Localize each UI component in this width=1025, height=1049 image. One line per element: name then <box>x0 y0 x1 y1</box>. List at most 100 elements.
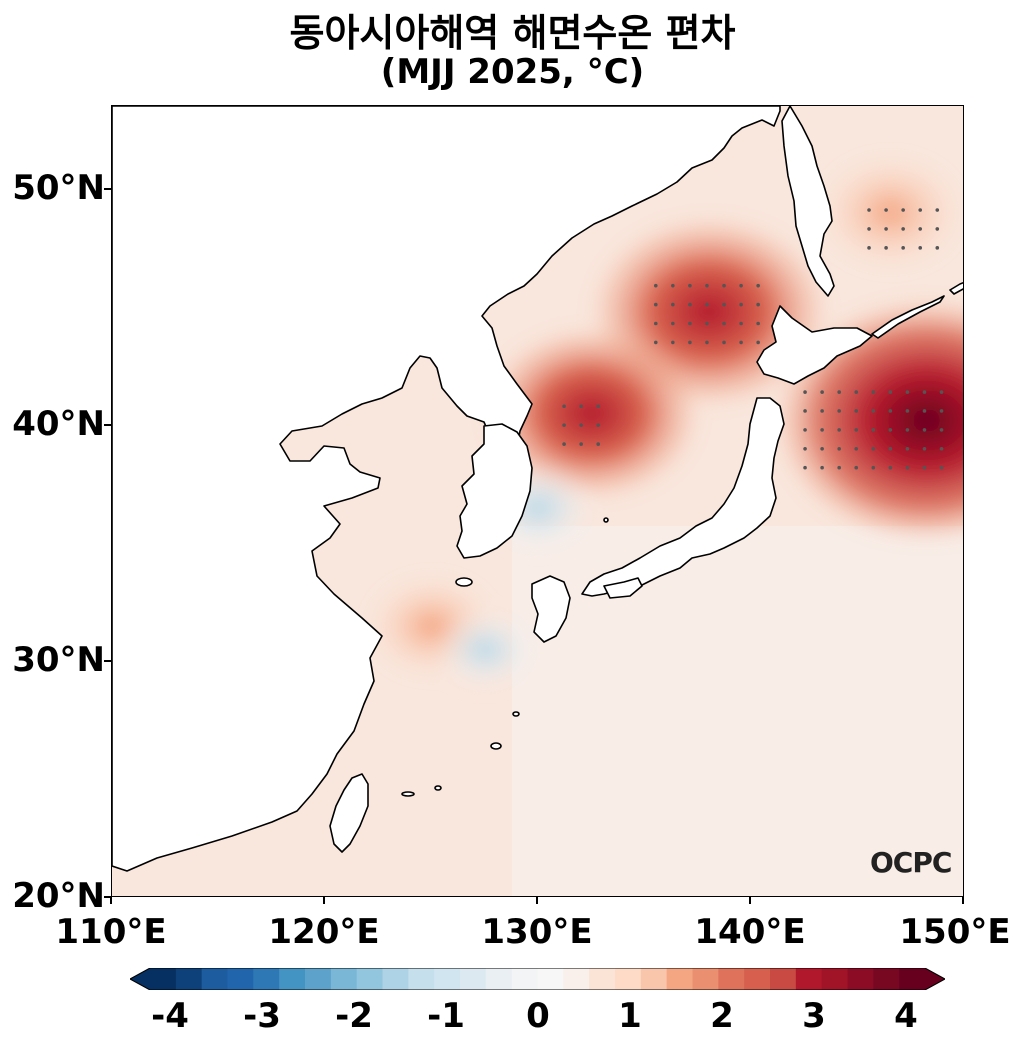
significance-dot <box>939 390 944 394</box>
colorbar-swatch <box>201 968 228 990</box>
y-tick-label: 40°N <box>12 404 105 444</box>
significance-dot <box>705 340 709 345</box>
colorbar-extend-low <box>130 968 150 990</box>
x-tick-mark <box>536 897 538 904</box>
significance-dot <box>756 340 760 345</box>
colorbar-swatch <box>434 968 461 990</box>
significance-dot <box>871 409 876 413</box>
y-tick-label: 30°N <box>12 640 105 680</box>
significance-dot <box>922 390 927 394</box>
significance-dot <box>837 465 841 470</box>
map-subtitle: (MJJ 2025, °C) <box>380 52 645 92</box>
significance-dot <box>837 390 841 394</box>
significance-dot <box>871 390 876 394</box>
significance-dot <box>871 465 876 470</box>
colorbar-extend-high <box>925 968 945 990</box>
x-tick-label: 130°E <box>481 912 593 952</box>
significance-dot <box>688 283 692 288</box>
colorbar <box>130 968 945 990</box>
significance-dot <box>854 390 859 394</box>
significance-dot <box>837 428 841 432</box>
x-tick-mark <box>962 897 964 904</box>
colorbar-swatch <box>305 968 332 990</box>
significance-dot <box>905 428 910 432</box>
significance-dot <box>935 227 940 231</box>
significance-dot <box>705 321 709 326</box>
significance-dot <box>653 302 658 307</box>
significance-dot <box>939 447 944 451</box>
significance-dot <box>562 404 566 409</box>
significance-dot <box>562 423 566 427</box>
colorbar-swatch <box>692 968 719 990</box>
significance-dot <box>939 428 944 432</box>
colorbar-swatch <box>795 968 823 990</box>
colorbar-swatch <box>770 968 797 990</box>
significance-dot <box>854 465 859 470</box>
significance-dot <box>884 208 888 212</box>
colorbar-swatch <box>227 968 254 990</box>
colorbar-swatch <box>511 968 538 990</box>
y-tick-mark <box>104 424 111 426</box>
significance-dot <box>722 340 726 345</box>
map-canvas <box>112 106 963 896</box>
significance-dot <box>888 390 893 394</box>
warm-anomaly <box>817 153 963 271</box>
significance-dot <box>756 321 760 326</box>
significance-dot <box>722 302 726 307</box>
significance-dot <box>820 409 824 413</box>
ocpc-logo: OCPC <box>870 846 952 879</box>
significance-dot <box>596 442 601 446</box>
colorbar-label: 0 <box>526 996 550 1036</box>
significance-dot <box>935 208 940 212</box>
significance-dot <box>854 409 859 413</box>
sst-anomaly-map <box>111 105 964 897</box>
colorbar-swatch <box>873 968 900 990</box>
significance-dot <box>854 428 859 432</box>
colorbar-swatch <box>460 968 487 990</box>
significance-dot <box>901 227 905 231</box>
significance-dot <box>918 246 923 250</box>
significance-dot <box>820 428 824 432</box>
significance-dot <box>901 246 905 250</box>
colorbar-label: 3 <box>802 996 826 1036</box>
colorbar-swatch <box>821 968 848 990</box>
significance-dot <box>918 227 923 231</box>
significance-dot <box>935 246 940 250</box>
significance-dot <box>884 246 888 250</box>
significance-dot <box>579 442 583 446</box>
significance-dot <box>739 302 743 307</box>
colorbar-swatch <box>640 968 668 990</box>
significance-dot <box>579 423 583 427</box>
significance-dot <box>905 465 910 470</box>
colorbar-swatch <box>744 968 771 990</box>
significance-dot <box>671 340 675 345</box>
map-title: 동아시아해역 해면수온 편차 <box>289 11 736 55</box>
significance-dot <box>888 447 893 451</box>
significance-dot <box>905 390 910 394</box>
significance-dot <box>888 465 893 470</box>
colorbar-swatch <box>899 968 926 990</box>
colorbar-swatch <box>485 968 513 990</box>
colorbar-swatch <box>666 968 693 990</box>
significance-dot <box>596 423 601 427</box>
significance-dot <box>871 428 876 432</box>
x-tick-mark <box>323 897 325 904</box>
y-tick-label: 20°N <box>12 876 105 916</box>
significance-dot <box>671 283 675 288</box>
significance-dot <box>653 283 658 288</box>
colorbar-label: -1 <box>427 996 465 1036</box>
colorbar-swatch <box>356 968 383 990</box>
colorbar-swatch <box>279 968 306 990</box>
significance-dot <box>803 465 807 470</box>
significance-dot <box>688 340 692 345</box>
colorbar-swatch <box>408 968 435 990</box>
significance-dot <box>922 447 927 451</box>
significance-dot <box>939 465 944 470</box>
significance-dot <box>803 447 807 451</box>
significance-dot <box>671 321 675 326</box>
significance-dot <box>905 447 910 451</box>
y-tick-label: 50°N <box>12 168 105 208</box>
colorbar-label: -4 <box>151 996 189 1036</box>
significance-dot <box>756 302 760 307</box>
significance-dot <box>837 447 841 451</box>
